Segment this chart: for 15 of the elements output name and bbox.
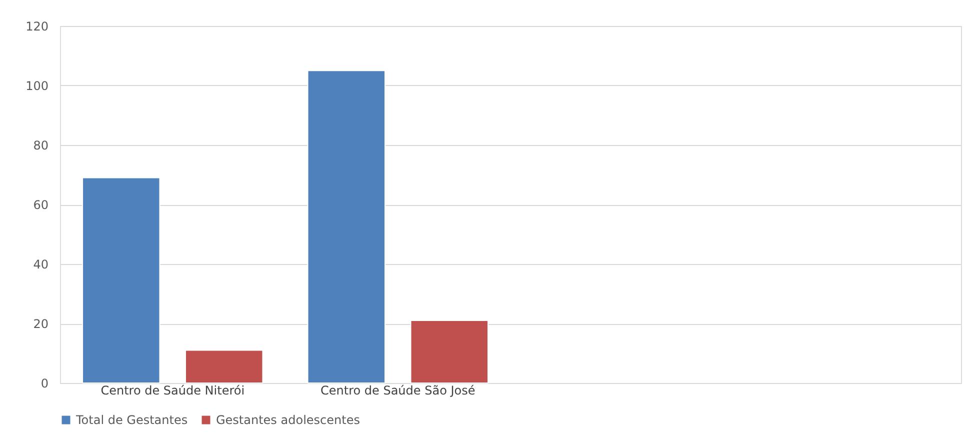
bar [410, 320, 488, 384]
y-tick-label: 0 [40, 376, 48, 390]
y-tick-label: 80 [33, 138, 48, 152]
y-tick-label: 40 [33, 258, 48, 272]
x-tick-label: Centro de Saúde São José [320, 384, 476, 398]
y-tick-label: 20 [33, 317, 48, 331]
y-tick-label: 100 [26, 79, 48, 93]
bar [82, 177, 160, 384]
y-tick-label: 120 [26, 20, 48, 34]
x-tick-label: Centro de Saúde Niterói [100, 384, 245, 398]
bar [307, 70, 386, 384]
legend-label: Total de Gestantes [75, 413, 188, 427]
y-tick-label: 60 [33, 198, 48, 212]
legend-label: Gestantes adolescentes [216, 413, 360, 427]
bar [184, 350, 264, 384]
